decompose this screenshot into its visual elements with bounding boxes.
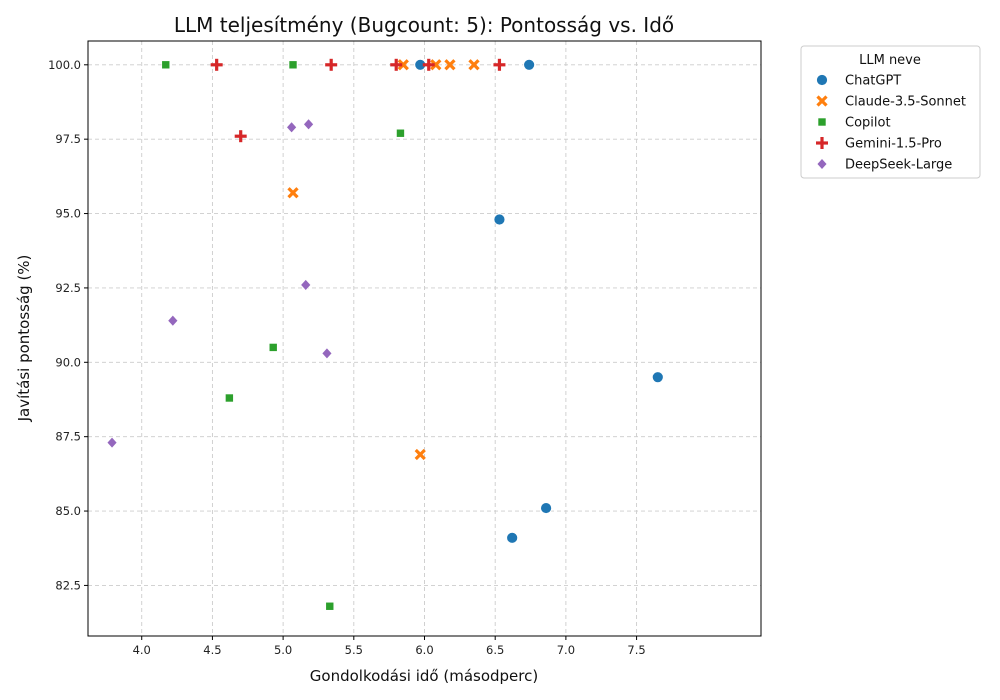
data-point	[390, 58, 403, 71]
x-tick-label: 5.0	[274, 643, 292, 657]
data-point	[106, 436, 118, 449]
data-points	[106, 58, 664, 611]
series-deepseek-large	[106, 118, 333, 449]
data-point	[161, 60, 171, 70]
legend-item: Gemini-1.5-Pro	[816, 137, 942, 152]
data-point	[210, 58, 223, 71]
legend: LLM neve ChatGPT Claude-3.5-Sonnet Copilot…	[800, 45, 981, 179]
data-point	[234, 130, 247, 143]
data-point	[396, 128, 405, 138]
x-axis-title: Gondolkodási idő (másodperc)	[310, 667, 538, 685]
x-tick-label: 4.0	[133, 643, 151, 657]
legend-label: DeepSeek-Large	[845, 158, 952, 173]
x-tick-label: 6.5	[486, 643, 504, 657]
grid	[88, 41, 761, 636]
legend-marker	[816, 95, 828, 107]
legend-label: Gemini-1.5-Pro	[845, 137, 942, 152]
legend-box	[800, 45, 981, 179]
data-point	[523, 58, 536, 71]
legend-marker	[816, 137, 828, 149]
data-point	[286, 121, 298, 134]
legend-item: Claude-3.5-Sonnet	[816, 95, 966, 110]
legend-item: DeepSeek-Large	[816, 158, 952, 173]
data-point	[430, 59, 442, 71]
data-point	[493, 213, 506, 226]
data-point	[325, 58, 338, 71]
x-tick-label: 7.0	[557, 643, 575, 657]
y-tick-label: 87.5	[55, 430, 81, 444]
y-tick-label: 92.5	[55, 281, 81, 295]
y-tick-label: 97.5	[55, 132, 81, 146]
y-tick-label: 100.0	[48, 58, 81, 72]
chart-title: LLM teljesítmény (Bugcount: 5): Pontossá…	[174, 13, 674, 37]
y-axis-title: Javítási pontosság (%)	[15, 255, 33, 423]
data-point	[321, 347, 333, 360]
data-point	[422, 58, 435, 71]
y-tick-label: 85.0	[55, 504, 81, 518]
series-copilot	[161, 60, 405, 611]
x-tick-label: 7.5	[627, 643, 645, 657]
legend-label: Claude-3.5-Sonnet	[845, 95, 966, 110]
data-point	[268, 343, 278, 352]
x-tick-label: 6.0	[415, 643, 433, 657]
x-tick-label: 5.5	[345, 643, 363, 657]
axis-ticks: 4.0 4.5 5.0 5.5 6.0 6.5 7.0 7.5 82.5 85.0 87.5 90.0…	[48, 58, 646, 657]
series-chatgpt	[414, 58, 664, 544]
legend-item: Copilot	[817, 116, 891, 131]
series-gemini-1-5-pro	[210, 58, 506, 143]
data-point	[225, 393, 234, 403]
data-point	[651, 371, 664, 384]
data-point	[444, 59, 456, 71]
data-point	[414, 448, 426, 461]
legend-marker	[816, 158, 828, 170]
legend-marker	[817, 117, 827, 127]
data-point	[506, 531, 519, 544]
data-point	[303, 118, 314, 131]
x-tick-label: 4.5	[203, 643, 221, 657]
data-point	[167, 314, 179, 327]
data-point	[325, 601, 335, 611]
data-point	[493, 58, 506, 71]
data-point	[300, 279, 312, 291]
data-point	[468, 59, 480, 71]
legend-item: ChatGPT	[816, 74, 901, 89]
legend-label: Copilot	[845, 116, 891, 131]
data-point	[540, 502, 552, 514]
y-tick-label: 95.0	[55, 207, 81, 221]
legend-title: LLM neve	[859, 53, 921, 68]
series-claude-3-5-sonnet	[287, 59, 480, 461]
y-tick-label: 82.5	[55, 578, 81, 592]
legend-marker	[816, 74, 828, 86]
data-point	[287, 187, 299, 199]
legend-label: ChatGPT	[845, 74, 901, 89]
data-point	[288, 60, 298, 70]
y-tick-label: 90.0	[55, 355, 81, 369]
data-point	[397, 59, 409, 71]
